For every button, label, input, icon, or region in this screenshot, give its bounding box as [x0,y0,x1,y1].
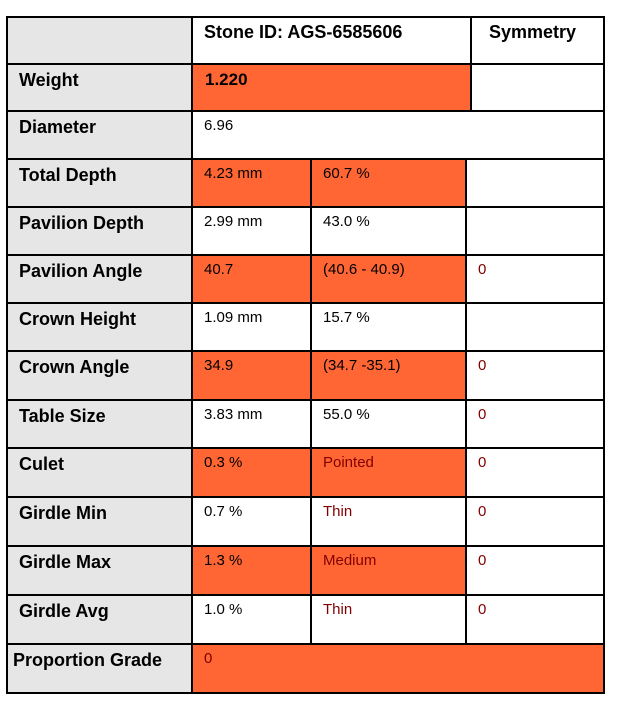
label-culet: Culet [6,447,193,498]
girdle-avg-percent: 1.0 % [191,594,312,645]
table-size-percent: 55.0 % [310,399,467,449]
header-empty-cell [6,16,193,65]
proportion-grade-value: 0 [191,643,605,694]
pavilion-depth-percent: 43.0 % [310,206,467,256]
girdle-avg-symmetry: 0 [465,594,605,645]
label-crown-angle: Crown Angle [6,350,193,401]
crown-height-mm: 1.09 mm [191,302,312,352]
girdle-avg-type: Thin [310,594,467,645]
label-girdle-max: Girdle Max [6,545,193,596]
crown-angle-symmetry: 0 [465,350,605,401]
girdle-max-percent: 1.3 % [191,545,312,596]
label-girdle-min: Girdle Min [6,496,193,547]
label-diameter: Diameter [6,110,193,160]
label-pavilion-angle: Pavilion Angle [6,254,193,304]
pavilion-angle-value: 40.7 [191,254,312,304]
total-depth-mm: 4.23 mm [191,158,312,208]
weight-value: 1.220 [191,63,472,112]
crown-height-percent: 15.7 % [310,302,467,352]
label-proportion-grade: Proportion Grade [6,643,193,694]
girdle-max-symmetry: 0 [465,545,605,596]
culet-symmetry: 0 [465,447,605,498]
stone-id-header: Stone ID: AGS-6585606 [191,16,472,65]
pavilion-angle-range: (40.6 - 40.9) [310,254,467,304]
label-table-size: Table Size [6,399,193,449]
girdle-min-type: Thin [310,496,467,547]
label-crown-height: Crown Height [6,302,193,352]
pavilion-depth-mm: 2.99 mm [191,206,312,256]
label-pavilion-depth: Pavilion Depth [6,206,193,256]
label-weight: Weight [6,63,193,112]
label-total-depth: Total Depth [6,158,193,208]
table-size-mm: 3.83 mm [191,399,312,449]
total-depth-percent: 60.7 % [310,158,467,208]
weight-symmetry-cell [470,63,605,112]
girdle-max-type: Medium [310,545,467,596]
table-size-symmetry: 0 [465,399,605,449]
crown-angle-value: 34.9 [191,350,312,401]
girdle-min-symmetry: 0 [465,496,605,547]
culet-percent: 0.3 % [191,447,312,498]
label-girdle-avg: Girdle Avg [6,594,193,645]
girdle-min-percent: 0.7 % [191,496,312,547]
crown-height-symmetry [465,302,605,352]
pavilion-angle-symmetry: 0 [465,254,605,304]
diameter-value: 6.96 [191,110,605,160]
symmetry-header: Symmetry [470,16,605,65]
crown-angle-range: (34.7 -35.1) [310,350,467,401]
pavilion-depth-symmetry [465,206,605,256]
total-depth-symmetry [465,158,605,208]
culet-type: Pointed [310,447,467,498]
